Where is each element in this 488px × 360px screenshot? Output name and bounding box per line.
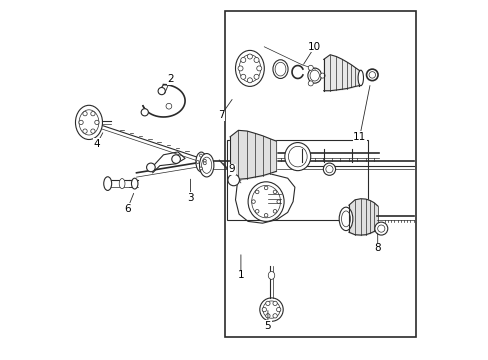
Bar <box>227 140 367 220</box>
Circle shape <box>273 210 276 213</box>
Ellipse shape <box>103 177 111 190</box>
Ellipse shape <box>247 182 284 221</box>
Circle shape <box>307 65 313 70</box>
Ellipse shape <box>239 55 260 82</box>
Circle shape <box>91 129 95 133</box>
Ellipse shape <box>307 68 321 83</box>
Ellipse shape <box>284 143 310 171</box>
Circle shape <box>203 159 206 162</box>
Circle shape <box>374 222 387 235</box>
Circle shape <box>199 167 202 170</box>
Ellipse shape <box>196 152 206 172</box>
Circle shape <box>368 72 375 78</box>
Ellipse shape <box>288 147 306 167</box>
Ellipse shape <box>259 298 283 321</box>
Ellipse shape <box>131 178 138 189</box>
Text: 5: 5 <box>264 321 271 331</box>
Circle shape <box>262 307 266 312</box>
Circle shape <box>320 73 325 78</box>
Circle shape <box>199 154 202 157</box>
Circle shape <box>171 155 180 163</box>
Ellipse shape <box>201 157 211 174</box>
Text: 1: 1 <box>237 270 244 280</box>
Ellipse shape <box>272 60 287 78</box>
Circle shape <box>158 87 165 95</box>
Circle shape <box>256 66 261 71</box>
Circle shape <box>240 74 245 79</box>
Ellipse shape <box>275 62 285 76</box>
Circle shape <box>273 190 276 194</box>
Text: 7: 7 <box>217 110 224 120</box>
Circle shape <box>203 162 206 165</box>
Ellipse shape <box>199 153 213 177</box>
Circle shape <box>91 112 95 116</box>
Text: 3: 3 <box>187 193 193 203</box>
Text: 4: 4 <box>93 139 100 149</box>
Circle shape <box>264 213 267 217</box>
Bar <box>224 11 415 337</box>
Circle shape <box>272 314 277 318</box>
Ellipse shape <box>268 271 274 279</box>
Ellipse shape <box>263 301 280 318</box>
Circle shape <box>251 200 255 203</box>
Circle shape <box>276 200 280 203</box>
Circle shape <box>247 78 252 83</box>
Circle shape <box>227 174 239 186</box>
Circle shape <box>79 120 83 125</box>
Circle shape <box>141 109 148 116</box>
Circle shape <box>255 190 259 194</box>
Circle shape <box>323 163 335 175</box>
Circle shape <box>253 58 259 63</box>
Circle shape <box>272 301 277 306</box>
Ellipse shape <box>309 70 319 81</box>
Circle shape <box>325 166 332 173</box>
Circle shape <box>264 186 267 190</box>
Ellipse shape <box>251 185 280 218</box>
Circle shape <box>82 129 87 133</box>
Ellipse shape <box>79 110 99 135</box>
Circle shape <box>377 225 384 232</box>
Text: 2: 2 <box>167 74 174 84</box>
Ellipse shape <box>341 211 350 227</box>
Circle shape <box>276 307 280 312</box>
Circle shape <box>238 66 243 71</box>
Text: 8: 8 <box>374 243 380 253</box>
Circle shape <box>146 163 155 172</box>
Text: 6: 6 <box>124 204 131 214</box>
Circle shape <box>95 120 99 125</box>
Circle shape <box>253 74 259 79</box>
Circle shape <box>82 112 87 116</box>
Circle shape <box>240 58 245 63</box>
Circle shape <box>265 301 269 306</box>
Text: 9: 9 <box>228 164 235 174</box>
Text: 11: 11 <box>352 132 366 142</box>
Ellipse shape <box>339 207 352 231</box>
Text: 10: 10 <box>307 42 321 52</box>
Ellipse shape <box>235 50 264 86</box>
Circle shape <box>265 314 269 318</box>
Circle shape <box>307 81 313 86</box>
Circle shape <box>255 210 259 213</box>
Ellipse shape <box>357 70 363 86</box>
Circle shape <box>366 69 377 81</box>
Ellipse shape <box>75 105 102 140</box>
Circle shape <box>166 103 171 109</box>
Ellipse shape <box>119 179 125 189</box>
Circle shape <box>247 54 252 59</box>
Circle shape <box>196 161 199 163</box>
